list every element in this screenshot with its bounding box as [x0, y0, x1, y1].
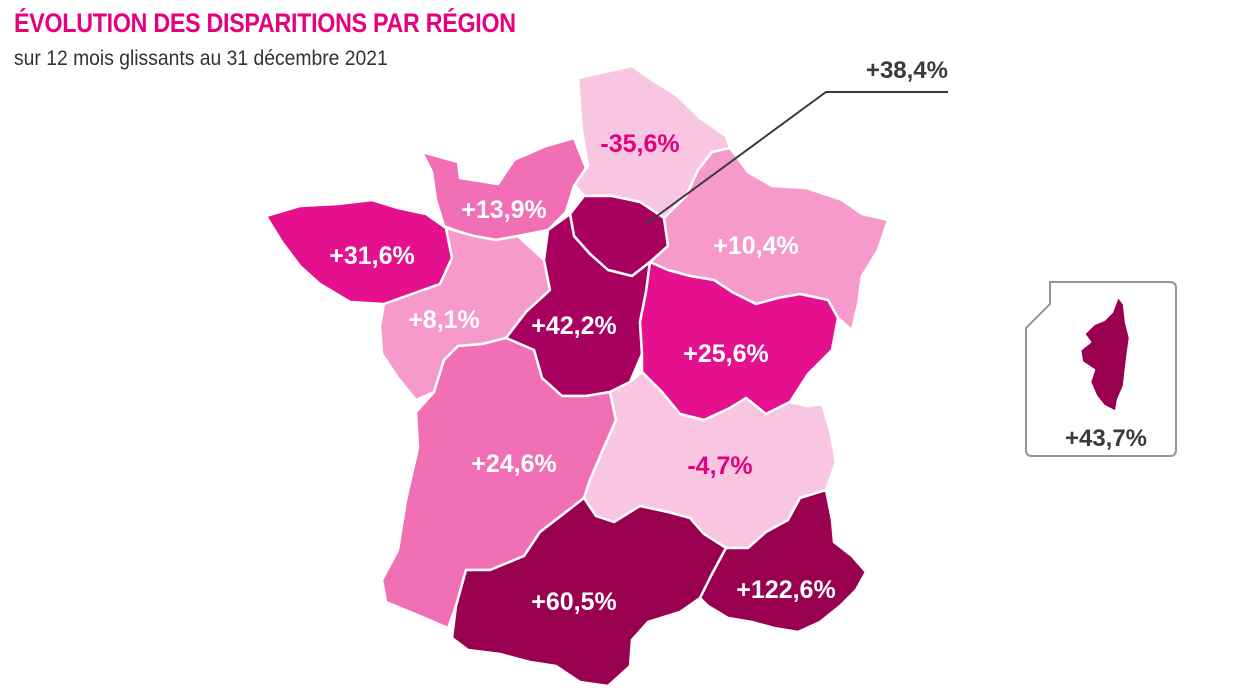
map-title: ÉVOLUTION DES DISPARITIONS PAR RÉGION	[14, 8, 516, 38]
corse-value-label: +43,7%	[1065, 425, 1147, 452]
bourgogne-franche-comte-value-label: +25,6%	[683, 340, 769, 368]
region-bourgogne-franche-comte[interactable]	[638, 260, 840, 422]
bretagne-value-label: +31,6%	[329, 242, 415, 270]
provence-alpes-cote-d-azur-value-label: +122,6%	[736, 576, 835, 604]
region-provence-alpes-cote-d-azur[interactable]	[698, 488, 868, 634]
normandie-value-label: +13,9%	[461, 196, 547, 224]
region-corse[interactable]	[1078, 294, 1132, 414]
occitanie-value-label: +60,5%	[531, 588, 617, 616]
pays-de-la-loire-value-label: +8,1%	[408, 306, 480, 334]
ile-de-france-callout-line	[645, 91, 948, 225]
hauts-de-france-value-label: -35,6%	[600, 130, 679, 158]
centre-val-de-loire-value-label: +42,2%	[531, 312, 617, 340]
map-subtitle: sur 12 mois glissants au 31 décembre 202…	[14, 47, 388, 70]
ile-de-france-value-label: +38,4%	[866, 57, 948, 84]
auvergne-rhone-alpes-value-label: -4,7%	[687, 452, 752, 480]
grand-est-value-label: +10,4%	[713, 232, 799, 260]
nouvelle-aquitaine-value-label: +24,6%	[471, 450, 557, 478]
